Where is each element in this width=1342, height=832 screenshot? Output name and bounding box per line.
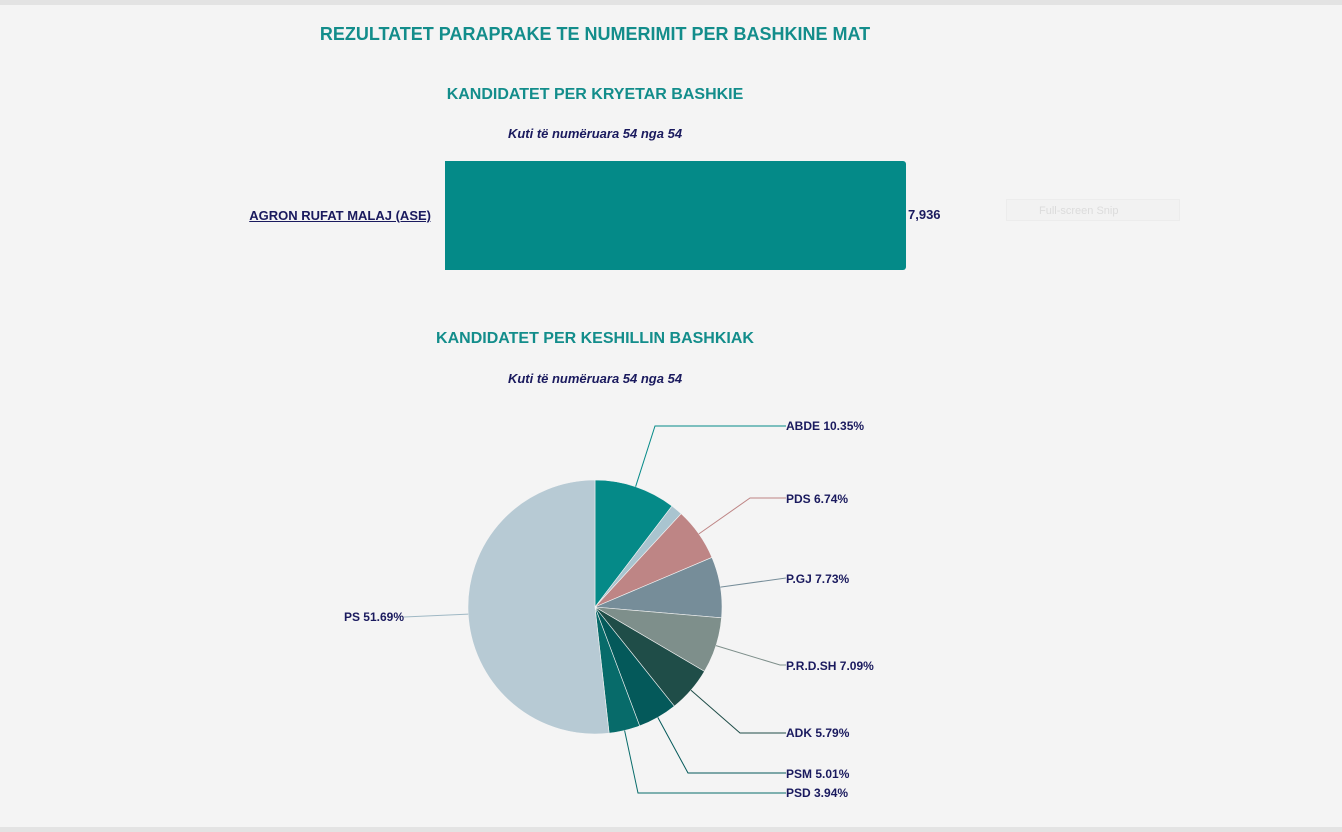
pie-leader-line [720, 577, 787, 588]
page-title: REZULTATET PARAPRAKE TE NUMERIMIT PER BA… [319, 24, 871, 44]
bar-value-label: 7,936 [908, 207, 941, 222]
pie-data-label: PS 51.69% [344, 610, 404, 624]
pie-leader-line [698, 497, 786, 535]
top-border [0, 0, 1342, 5]
pie-data-label: P.GJ 7.73% [786, 572, 849, 586]
pie-leader-line [624, 730, 786, 794]
pie-slice-abde[interactable] [594, 479, 673, 608]
mayor-chart-title: KANDIDATET PER KRYETAR BASHKIE [446, 86, 744, 103]
pie-leader-line [657, 717, 786, 774]
snip-overlay: Full-screen Snip [1006, 199, 1180, 221]
pie-leader-line [635, 425, 786, 487]
council-chart-subtitle: Kuti të numëruara 54 nga 54 [507, 371, 683, 386]
pie-leader-line [715, 645, 786, 666]
pie-data-label: ABDE 10.35% [786, 419, 864, 433]
pie-data-label: ADK 5.79% [786, 726, 850, 740]
pie-data-label: P.R.D.SH 7.09% [786, 659, 874, 673]
pie-data-label: PSM 5.01% [786, 767, 850, 781]
council-chart-title: KANDIDATET PER KESHILLIN BASHKIAK [436, 330, 754, 347]
bottom-border [0, 827, 1342, 832]
pie-leader-line [690, 689, 786, 734]
bar-category-label[interactable]: AGRON RUFAT MALAJ (ASE) [249, 208, 431, 223]
mayor-chart-subtitle: Kuti të numëruara 54 nga 54 [507, 126, 683, 141]
pie-leader-line [403, 613, 469, 618]
pie-data-label: PSD 3.94% [786, 786, 848, 800]
pie-data-label: PDS 6.74% [786, 492, 848, 506]
pie-slice-ps[interactable] [467, 479, 610, 735]
bar-agron-malaj[interactable] [445, 161, 906, 270]
